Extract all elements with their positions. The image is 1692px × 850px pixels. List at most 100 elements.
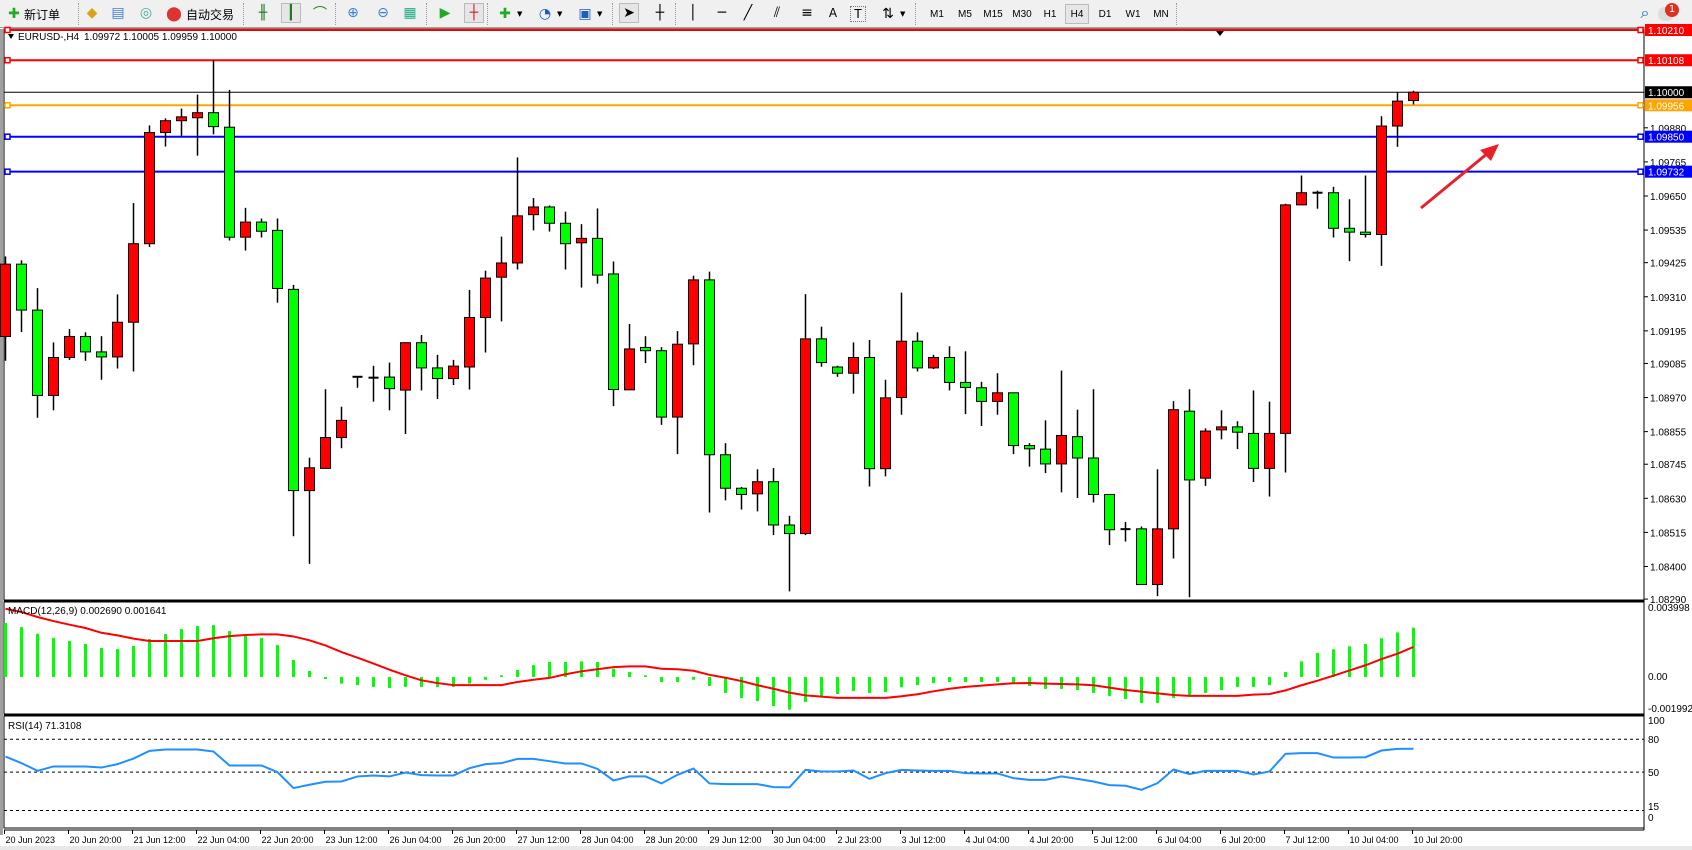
indicators-button[interactable]: ✚ ▼ <box>495 3 522 25</box>
timeframe-d1[interactable]: D1 <box>1098 8 1112 20</box>
candlestick-icon[interactable]: ┃ <box>281 3 301 23</box>
macd-bar <box>452 677 455 687</box>
price-line-label: 1.10108 <box>1648 56 1685 67</box>
price-tick-label: 1.09880 <box>1650 124 1687 135</box>
timeframe-m15[interactable]: M15 <box>983 8 1003 20</box>
time-tick-label: 10 Jul 20:00 <box>1414 835 1463 845</box>
line-handle[interactable] <box>4 102 11 109</box>
fibonacci-icon[interactable]: ≡ <box>801 5 813 21</box>
crosshair-icon[interactable]: ┼ <box>655 5 665 21</box>
vertical-line-icon[interactable]: │ <box>688 5 698 21</box>
candle-body-bull <box>160 120 171 134</box>
macd-bar <box>756 677 759 702</box>
candle <box>1328 186 1339 238</box>
timeframe-m1[interactable]: M1 <box>930 8 944 20</box>
navigator-icon[interactable]: ▤ <box>111 5 125 21</box>
candle <box>400 342 411 434</box>
chart-menu-triangle-icon[interactable] <box>8 34 14 39</box>
zoom-out-icon[interactable]: ⊖ <box>377 5 389 21</box>
horizontal-line-icon[interactable]: ─ <box>717 5 727 21</box>
equidistant-channel-icon[interactable]: ⫽ <box>773 5 781 21</box>
candle <box>1168 401 1179 559</box>
timeframe-m5[interactable]: M5 <box>958 8 972 20</box>
timeframe-mn[interactable]: MN <box>1153 8 1169 20</box>
line-handle[interactable] <box>1637 102 1644 109</box>
candle <box>80 332 91 361</box>
chart-shift-marker[interactable] <box>1216 31 1224 36</box>
price-tick-label: 1.08630 <box>1650 494 1687 505</box>
search-icon[interactable]: ⌕ <box>1640 3 1650 22</box>
line-handle[interactable] <box>1637 133 1644 140</box>
macd-bar <box>644 675 647 677</box>
annotation-arrow[interactable] <box>1420 151 1489 210</box>
arrows-button[interactable]: ⇅ ▼ <box>878 3 905 25</box>
macd-bar <box>260 638 263 677</box>
macd-bar <box>436 677 439 687</box>
macd-bar <box>404 677 407 687</box>
market-watch-icon[interactable]: ◆ <box>86 5 98 21</box>
window-edge <box>0 29 3 835</box>
line-handle[interactable] <box>4 26 11 34</box>
price-tick-label: 1.08290 <box>1650 595 1687 606</box>
timeframe-h1[interactable]: H1 <box>1043 8 1057 20</box>
signals-icon[interactable]: ◎ <box>139 5 153 21</box>
notification-button[interactable]: 1 <box>1658 3 1680 25</box>
macd-tick-label: 0.003998 <box>1648 603 1690 614</box>
candle-body-bull <box>64 335 75 359</box>
candle <box>1072 409 1083 499</box>
candle <box>512 157 523 270</box>
price-line-label: 1.10210 <box>1648 26 1685 37</box>
timeframe-h4[interactable]: H4 <box>1065 4 1089 24</box>
autoscroll-icon[interactable]: ▶ <box>439 5 451 21</box>
chart-shift-icon[interactable]: ┼ <box>464 3 484 23</box>
tile-windows-icon[interactable]: ▦ <box>403 5 417 21</box>
line-handle[interactable] <box>4 56 11 64</box>
bar-chart-icon[interactable]: ╫ <box>258 5 268 21</box>
new-order-button[interactable]: ✚ 新订单 <box>4 3 60 25</box>
line-handle[interactable] <box>1637 56 1644 64</box>
trendline-icon[interactable]: ╱ <box>743 5 753 21</box>
candle <box>416 334 427 391</box>
text-label-icon[interactable]: T <box>850 6 866 22</box>
macd-bar <box>804 677 807 702</box>
templates-button[interactable]: ▣ ▼ <box>575 3 602 25</box>
line-chart-icon[interactable]: ⌒ <box>313 6 327 22</box>
cursor-icon[interactable]: ➤ <box>619 3 639 23</box>
macd-bar <box>484 677 487 680</box>
candle <box>368 365 379 402</box>
macd-bar <box>52 638 55 677</box>
candle-body-bear <box>816 338 827 364</box>
macd-bar <box>1348 646 1351 677</box>
line-handle[interactable] <box>4 168 11 175</box>
candle-body-bull <box>1408 91 1419 102</box>
templates-icon: ▣ <box>578 6 592 22</box>
periods-button[interactable]: ◔ ▼ <box>535 3 563 25</box>
price-tick-label: 1.08515 <box>1650 528 1687 539</box>
candle <box>288 284 299 537</box>
candle-body-bear <box>544 206 555 224</box>
timeframe-m30[interactable]: M30 <box>1012 8 1032 20</box>
price-tick-label: 1.09650 <box>1650 192 1687 203</box>
timeframe-w1[interactable]: W1 <box>1125 8 1141 20</box>
auto-trading-button[interactable]: ⬤ 自动交易 <box>164 3 234 25</box>
macd-bar <box>1140 677 1143 704</box>
line-handle[interactable] <box>1637 26 1644 34</box>
candle-body-bear <box>560 222 571 245</box>
rsi-tick-label: 50 <box>1648 768 1660 779</box>
time-tick-label: 2 Jul 23:00 <box>838 835 882 845</box>
candle-body-bear <box>1136 528 1147 586</box>
macd-bar <box>1220 677 1223 691</box>
candle-body-bull <box>1168 409 1179 530</box>
line-handle[interactable] <box>1637 168 1644 175</box>
macd-bar <box>660 677 663 682</box>
candle <box>432 354 443 400</box>
macd-bar <box>164 634 167 677</box>
line-handle[interactable] <box>4 133 11 140</box>
text-icon[interactable]: A <box>828 6 838 20</box>
price-tick-label: 1.09195 <box>1650 327 1687 338</box>
price-line-label-bg <box>1645 99 1692 112</box>
zoom-in-icon[interactable]: ⊕ <box>347 5 359 21</box>
candle-body-bear <box>1184 410 1195 481</box>
time-tick-label: 22 Jun 04:00 <box>198 835 250 845</box>
